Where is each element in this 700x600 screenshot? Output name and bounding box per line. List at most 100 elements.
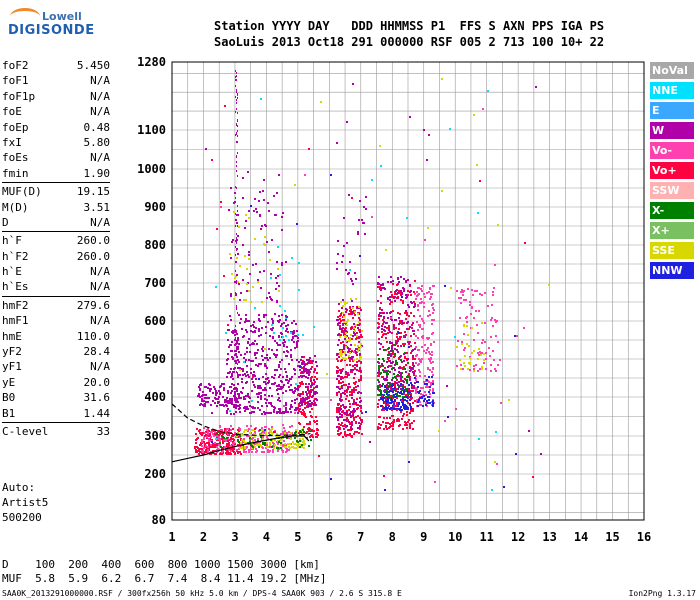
echo-point [271,426,273,428]
y-tick-label: 1100 [137,123,166,137]
echo-point [346,395,348,397]
echo-point [424,398,426,400]
echo-point [454,336,456,338]
echo-point [467,334,469,336]
echo-point [301,356,303,358]
y-tick-label: 700 [144,276,166,290]
echo-point [394,293,396,295]
echo-point [406,379,408,381]
echo-point [297,412,299,414]
echo-point [378,368,380,370]
echo-point [239,369,241,371]
echo-point [386,361,388,363]
echo-point [404,357,406,359]
echo-point [421,346,423,348]
echo-point [205,445,207,447]
echo-point [444,420,446,422]
echo-point [408,346,410,348]
echo-point [406,352,408,354]
echo-point [381,331,383,333]
echo-point [427,227,429,229]
echo-point [242,197,244,199]
echo-point [336,426,338,428]
echo-point [389,408,391,410]
echo-point [381,385,383,387]
echo-point [351,394,353,396]
echo-point [285,404,287,406]
echo-point [278,174,280,176]
echo-point [258,335,260,337]
echo-point [391,389,393,391]
echo-point [389,360,391,362]
echo-point [490,336,492,338]
echo-point [278,364,280,366]
echo-point [210,444,212,446]
echo-point [282,327,284,329]
polarization-legend: NoVal NNE E W Vo- Vo+ SSW X- X+ SSE NNW [650,62,694,282]
echo-point [253,433,255,435]
echo-point [408,419,410,421]
echo-point [227,402,229,404]
echo-point [337,360,339,362]
echo-point [395,405,397,407]
echo-point [402,343,404,345]
echo-point [339,318,341,320]
echo-point [342,410,344,412]
param-key: yE [2,375,16,389]
echo-point [408,342,410,344]
echo-point [254,436,256,438]
echo-point [404,386,406,388]
echo-point [258,363,260,365]
echo-point [269,259,271,261]
echo-point [400,406,402,408]
echo-point [266,446,268,448]
echo-point [202,391,204,393]
echo-point [236,133,237,135]
echo-point [343,348,345,350]
echo-point [267,449,269,451]
echo-point [243,450,245,452]
param-key: B1 [2,406,16,420]
param-value: 19.15 [76,185,110,199]
echo-point [216,435,218,437]
echo-point [395,342,397,344]
echo-point [262,346,264,348]
echo-point [401,393,403,395]
echo-point [345,332,347,334]
echo-point [412,428,414,430]
echo-point [382,346,384,348]
echo-point [396,284,398,286]
y-tick-label: 600 [144,314,166,328]
echo-point [283,440,285,442]
echo-point [243,357,245,359]
echo-point [304,364,306,366]
echo-point [199,404,201,406]
param-value: N/A [90,360,110,374]
echo-point [392,391,394,393]
echo-point [350,344,352,346]
echo-point [276,385,278,387]
echo-point [365,208,367,210]
echo-point [411,324,413,326]
echo-point [249,273,251,275]
echo-point [425,404,427,406]
echo-point [268,292,270,294]
echo-point [456,346,458,348]
echo-point [338,310,340,312]
echo-point [397,395,399,397]
param-row: M(D) 3.51 [2,200,110,215]
echo-point [414,293,416,295]
echo-point [265,326,267,328]
echo-point [405,310,407,312]
echo-point [238,405,240,407]
echo-point [274,382,276,384]
echo-point [412,358,414,360]
param-key: h`E [2,265,22,279]
echo-point [405,390,407,392]
echo-point [278,385,280,387]
echo-point [254,407,256,409]
true-height-profile [171,403,311,437]
echo-point [384,288,386,290]
echo-point [305,376,307,378]
echo-point [358,219,360,221]
